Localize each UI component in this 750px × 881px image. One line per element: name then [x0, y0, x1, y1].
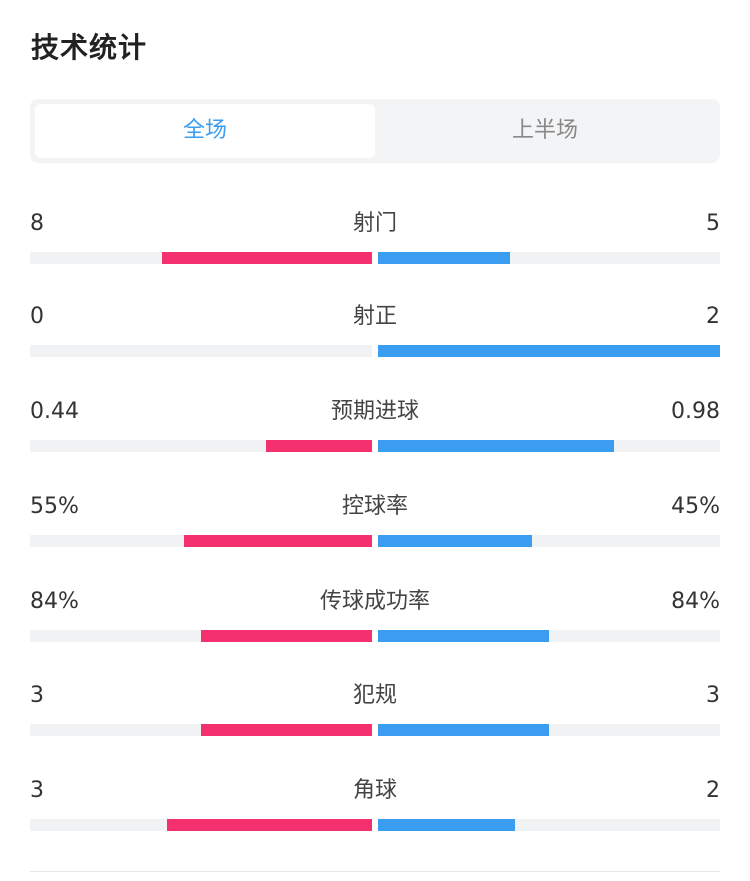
home-bar-fill [161, 252, 372, 264]
away-bar-fill [378, 819, 515, 831]
away-bar-track [378, 724, 720, 736]
stat-label: 射正 [352, 304, 397, 329]
home-value: 84% [30, 589, 79, 614]
stat-row-expected-goals: 0.44 预期进球 0.98 [30, 392, 720, 472]
away-bar-fill [378, 345, 720, 357]
away-value: 3 [706, 683, 720, 708]
home-value: 0 [30, 304, 44, 329]
away-bar-track [378, 345, 720, 357]
tab-first-half[interactable]: 上半场 [511, 118, 578, 143]
stat-row-fouls: 3 犯规 3 [30, 676, 720, 756]
stat-label: 传球成功率 [319, 589, 430, 614]
stat-label: 角球 [352, 778, 397, 803]
stat-row-possession: 55% 控球率 45% [30, 487, 720, 567]
away-bar-track [378, 440, 720, 452]
bottom-divider [30, 871, 720, 872]
home-bar-track [30, 535, 372, 547]
home-bar-fill [201, 724, 372, 736]
home-bar-fill [183, 535, 372, 547]
stat-row-shots: 8 射门 5 [30, 204, 720, 284]
home-value: 8 [30, 211, 44, 236]
away-bar-fill [378, 535, 532, 547]
stat-label: 射门 [352, 211, 397, 236]
tab-full-match[interactable]: 全场 [35, 104, 375, 158]
away-value: 84% [671, 589, 720, 614]
home-bar-track [30, 440, 372, 452]
away-bar-track [378, 819, 720, 831]
home-value: 3 [30, 683, 44, 708]
home-value: 55% [30, 494, 79, 519]
away-bar-fill [378, 252, 510, 264]
home-value: 0.44 [30, 399, 79, 424]
stat-row-shots-on-target: 0 射正 2 [30, 297, 720, 377]
home-bar-fill [201, 630, 372, 642]
away-value: 2 [706, 778, 720, 803]
away-bar-fill [378, 724, 549, 736]
stat-label: 预期进球 [330, 399, 419, 424]
away-value: 5 [706, 211, 720, 236]
stat-row-pass-accuracy: 84% 传球成功率 84% [30, 582, 720, 662]
stat-label: 控球率 [341, 494, 408, 519]
away-bar-track [378, 630, 720, 642]
away-value: 2 [706, 304, 720, 329]
away-bar-track [378, 252, 720, 264]
home-bar-track [30, 252, 372, 264]
page-title: 技术统计 [31, 31, 148, 64]
away-value: 45% [671, 494, 720, 519]
stat-row-corners: 3 角球 2 [30, 771, 720, 851]
home-value: 3 [30, 778, 44, 803]
away-bar-fill [378, 630, 549, 642]
home-bar-fill [265, 440, 372, 452]
away-bar-track [378, 535, 720, 547]
stat-label: 犯规 [352, 683, 397, 708]
home-bar-track [30, 345, 372, 357]
home-bar-fill [166, 819, 372, 831]
away-bar-fill [378, 440, 614, 452]
home-bar-track [30, 630, 372, 642]
period-tabs: 全场 上半场 [30, 99, 720, 163]
home-bar-track [30, 724, 372, 736]
away-value: 0.98 [671, 399, 720, 424]
home-bar-track [30, 819, 372, 831]
